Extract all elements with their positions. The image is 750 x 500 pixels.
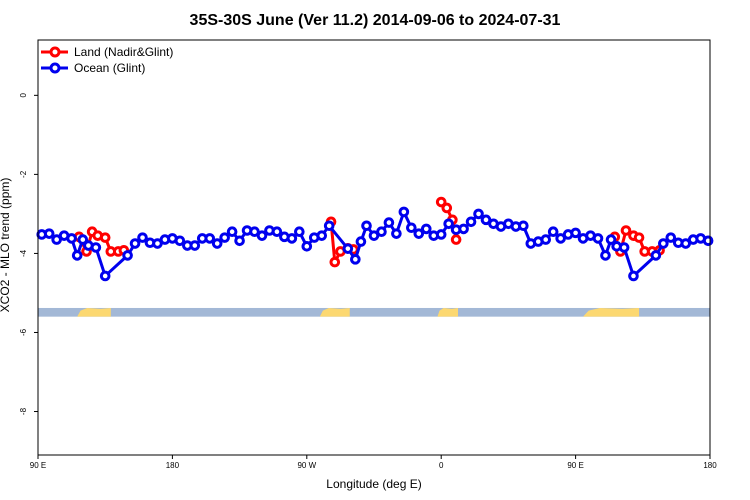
ocean-band	[38, 307, 710, 317]
x-tick-label: 180	[703, 461, 717, 470]
data-point	[174, 235, 186, 247]
data-point	[600, 250, 611, 261]
x-tick-label: 180	[166, 461, 180, 470]
series-layer	[36, 196, 714, 282]
data-point	[605, 234, 617, 245]
legend: Land (Nadir&Glint) Ocean (Glint)	[41, 45, 173, 75]
data-point	[458, 223, 469, 235]
land-segment	[319, 307, 350, 317]
data-point	[99, 270, 111, 282]
data-point	[316, 230, 328, 241]
x-axis-label: Longitude (deg E)	[326, 477, 421, 491]
x-tick-label: 0	[439, 461, 444, 470]
data-point	[570, 227, 581, 239]
x-tick-label: 90 E	[30, 461, 46, 470]
data-point	[286, 233, 298, 244]
data-point	[391, 228, 402, 239]
data-point	[547, 226, 559, 237]
data-point	[189, 240, 201, 251]
chart-title: 35S-30S June (Ver 11.2) 2014-09-06 to 20…	[190, 12, 561, 29]
data-point	[413, 228, 425, 239]
data-point	[355, 236, 367, 247]
data-point	[342, 243, 354, 254]
data-point	[368, 230, 380, 241]
data-point	[249, 226, 260, 237]
land-segment	[583, 307, 640, 317]
y-tick-label: 0	[19, 93, 28, 98]
y-tick-label: -4	[19, 249, 28, 257]
land-ocean-strip	[38, 307, 710, 317]
data-point	[540, 234, 552, 245]
data-point	[51, 234, 62, 245]
data-point	[702, 235, 714, 247]
data-point	[66, 233, 77, 244]
data-point	[129, 238, 141, 249]
data-point	[406, 222, 417, 234]
data-point	[43, 228, 55, 239]
data-point	[329, 256, 341, 268]
y-tick-label: -6	[19, 328, 28, 336]
data-point	[420, 223, 432, 235]
data-point	[658, 238, 669, 249]
data-point	[323, 220, 335, 232]
data-point	[137, 232, 148, 243]
y-axis-ticks: 0 -2 -4 -6 -8	[19, 93, 38, 415]
data-point	[301, 241, 313, 252]
land-segment	[437, 307, 458, 317]
data-point	[650, 250, 662, 261]
data-point	[620, 225, 632, 236]
y-axis-label: XCO2 - MLO trend (ppm)	[0, 178, 12, 313]
data-point	[473, 208, 484, 220]
land-segment	[77, 307, 111, 317]
data-point	[435, 196, 447, 208]
y-tick-label: -2	[19, 170, 28, 178]
data-point	[152, 238, 163, 249]
data-point	[234, 235, 245, 247]
data-point	[376, 226, 387, 237]
legend-label-ocean: Ocean (Glint)	[74, 61, 145, 75]
data-point	[77, 234, 89, 245]
data-point	[350, 254, 361, 265]
data-point	[211, 238, 223, 249]
data-point	[435, 229, 447, 240]
data-point	[518, 220, 529, 232]
series-ocean	[36, 206, 714, 282]
x-tick-label: 90 W	[297, 461, 316, 470]
data-point	[99, 232, 111, 243]
data-point	[443, 218, 454, 230]
data-point	[361, 220, 372, 232]
data-point	[271, 226, 283, 237]
data-point	[628, 270, 639, 282]
data-point	[71, 250, 83, 261]
data-point	[398, 206, 410, 218]
data-point	[294, 226, 305, 237]
plot-frame	[37, 39, 711, 456]
data-point	[90, 242, 102, 253]
data-point	[204, 233, 216, 244]
data-point	[633, 232, 645, 243]
data-point	[226, 226, 238, 237]
data-point	[618, 242, 630, 253]
legend-label-land: Land (Nadir&Glint)	[74, 45, 173, 59]
data-point	[219, 232, 230, 243]
y-tick-label: -8	[19, 407, 28, 415]
x-axis-ticks: 90 E 180 90 W 0 90 E 180	[30, 455, 717, 470]
data-point	[665, 232, 677, 243]
data-point	[480, 214, 492, 226]
legend-marker-ocean	[49, 62, 61, 74]
data-point	[592, 233, 604, 244]
data-point	[680, 238, 692, 249]
data-point	[122, 250, 133, 261]
x-tick-label: 90 E	[567, 461, 583, 470]
legend-marker-land	[49, 46, 61, 58]
data-point	[383, 217, 395, 228]
data-point	[450, 234, 462, 245]
data-point	[441, 202, 453, 214]
data-point	[256, 230, 268, 241]
data-point	[555, 233, 566, 244]
data-point	[465, 216, 477, 228]
